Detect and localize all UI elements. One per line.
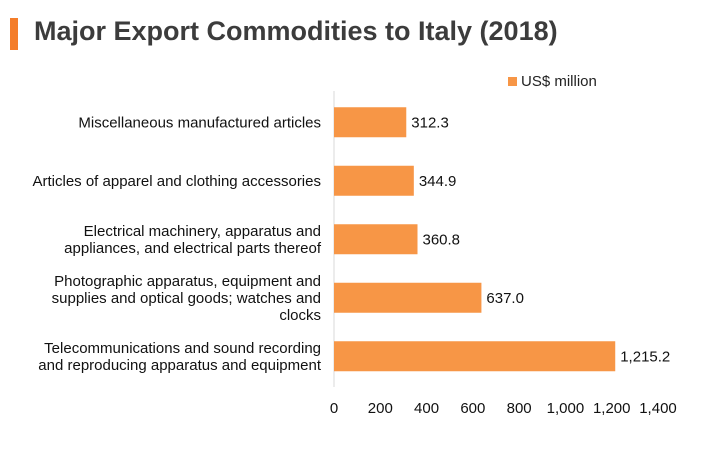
x-tick-label-6: 1,200 xyxy=(593,400,631,417)
bar-0 xyxy=(334,107,407,138)
x-tick-label-7: 1,400 xyxy=(639,400,677,417)
x-tick-label-5: 1,000 xyxy=(547,400,585,417)
title-accent-bar xyxy=(10,18,18,50)
value-label-0: 312.3 xyxy=(411,114,449,131)
x-tick-label-1: 200 xyxy=(368,400,393,417)
category-label-line: and reproducing apparatus and equipment xyxy=(38,357,322,374)
category-label-0: Miscellaneous manufactured articles xyxy=(78,114,321,131)
category-label-4: Telecommunications and sound recording an… xyxy=(38,340,322,374)
chart-title: Major Export Commodities to Italy (2018) xyxy=(34,16,558,46)
category-label-line: Articles of apparel and clothing accesso… xyxy=(33,173,322,190)
x-tick-label-3: 600 xyxy=(460,400,485,417)
legend: US$ million xyxy=(508,73,597,90)
category-label-line: appliances, and electrical parts thereof xyxy=(64,240,322,257)
category-label-line: supplies and optical goods; watches and xyxy=(52,290,321,307)
legend-swatch xyxy=(508,77,517,86)
category-label-line: Photographic apparatus, equipment and xyxy=(54,273,321,290)
x-tick-label-2: 400 xyxy=(414,400,439,417)
bar-2 xyxy=(334,224,418,255)
category-label-1: Articles of apparel and clothing accesso… xyxy=(33,173,322,190)
x-tick-label-4: 800 xyxy=(507,400,532,417)
x-tick-label-0: 0 xyxy=(330,400,338,417)
value-label-3: 637.0 xyxy=(486,290,524,307)
value-label-2: 360.8 xyxy=(422,231,460,248)
value-label-1: 344.9 xyxy=(419,173,457,190)
value-label-4: 1,215.2 xyxy=(620,348,670,365)
bar-3 xyxy=(334,282,482,313)
bar-1 xyxy=(334,165,414,196)
category-label-line: Miscellaneous manufactured articles xyxy=(78,114,321,131)
category-label-2: Electrical machinery, apparatus and appli… xyxy=(64,223,322,257)
bar-4 xyxy=(334,341,616,372)
category-label-3: Photographic apparatus, equipment and sup… xyxy=(52,273,321,324)
category-label-line: Telecommunications and sound recording xyxy=(44,340,321,357)
category-label-line: Electrical machinery, apparatus and xyxy=(84,223,321,240)
category-label-line: clocks xyxy=(279,307,321,324)
legend-label: US$ million xyxy=(521,73,597,90)
